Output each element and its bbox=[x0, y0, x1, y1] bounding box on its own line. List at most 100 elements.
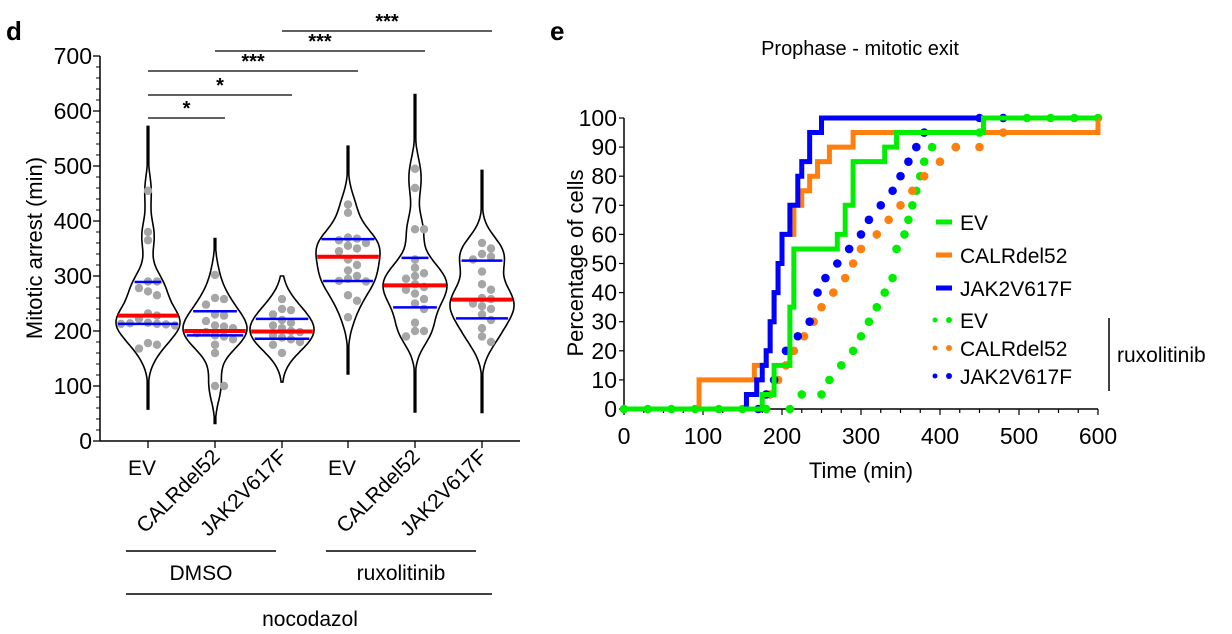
violin-2 bbox=[182, 237, 248, 425]
data-point bbox=[410, 318, 420, 327]
legend-item: CALRdel52 bbox=[932, 338, 1067, 361]
line-chart-y-axis-label: Percentage of cells bbox=[563, 169, 588, 356]
violin-plot-area bbox=[115, 93, 515, 425]
x-tick-label: EV bbox=[328, 457, 356, 480]
dot-point bbox=[864, 215, 874, 225]
data-point bbox=[343, 208, 353, 217]
line-chart-axes: 0 10 20 30 40 50 60 70 80 90 100 0 100 200 300 400 500 60… bbox=[579, 105, 1118, 449]
data-point bbox=[477, 310, 487, 319]
data-point bbox=[152, 340, 162, 349]
y-tick-label: 300 bbox=[54, 263, 92, 289]
dot-point bbox=[817, 390, 826, 399]
dot-point bbox=[912, 142, 921, 152]
violin-outline bbox=[182, 237, 248, 425]
y-tick-label: 70 bbox=[591, 192, 617, 218]
y-tick-label: 500 bbox=[54, 153, 92, 179]
x-tick-label: 300 bbox=[842, 423, 880, 449]
violin-1 bbox=[115, 125, 181, 410]
data-point bbox=[477, 280, 487, 289]
violin-outline bbox=[115, 125, 181, 410]
dot-point bbox=[848, 259, 858, 268]
data-point bbox=[210, 381, 220, 391]
data-point bbox=[419, 304, 429, 314]
dot-point bbox=[856, 331, 866, 341]
y-tick-label: 40 bbox=[591, 280, 617, 306]
data-point bbox=[401, 332, 411, 341]
outer-group-label: nocodazol bbox=[262, 608, 358, 631]
dot-point bbox=[919, 157, 929, 166]
panel-label-d: d bbox=[6, 16, 22, 46]
y-tick-label: 60 bbox=[591, 221, 617, 247]
legend-item: JAK2V617F bbox=[936, 278, 1072, 301]
data-point bbox=[134, 344, 144, 353]
legend-swatch-dot bbox=[932, 345, 938, 351]
data-point bbox=[268, 310, 278, 319]
legend-swatch-dot bbox=[946, 317, 952, 323]
legend-swatch-dot bbox=[932, 317, 938, 323]
dot-point bbox=[856, 244, 866, 254]
data-point bbox=[143, 186, 153, 195]
significance-label: *** bbox=[241, 51, 265, 73]
data-point bbox=[486, 244, 496, 253]
data-point bbox=[410, 255, 420, 264]
data-point bbox=[419, 269, 429, 278]
legend-label: EV bbox=[960, 212, 988, 235]
data-point bbox=[486, 337, 496, 347]
dot-point bbox=[785, 404, 795, 414]
data-point bbox=[419, 225, 429, 234]
legend-item: CALRdel52 bbox=[936, 245, 1067, 268]
step-line bbox=[624, 115, 1098, 412]
violin-outline bbox=[315, 145, 381, 375]
data-point bbox=[352, 260, 362, 270]
dot-point bbox=[872, 302, 882, 312]
violin-y-axis: 0 100 200 300 400 500 600 700 bbox=[54, 43, 520, 454]
group-label: DMSO bbox=[170, 562, 233, 585]
data-point bbox=[268, 340, 278, 349]
legend-label: JAK2V617F bbox=[960, 278, 1072, 301]
dot-point bbox=[836, 361, 846, 370]
dot-point bbox=[825, 375, 834, 385]
dot-point bbox=[904, 215, 913, 225]
data-point bbox=[334, 247, 344, 256]
dot-point bbox=[892, 244, 901, 254]
data-point bbox=[410, 326, 420, 336]
legend-item: JAK2V617F bbox=[932, 366, 1072, 389]
data-point bbox=[477, 267, 487, 276]
legend-label: CALRdel52 bbox=[960, 245, 1067, 268]
data-point bbox=[268, 321, 278, 330]
significance-label: * bbox=[216, 75, 224, 97]
significance-label: * bbox=[183, 98, 191, 120]
dot-point bbox=[975, 142, 984, 152]
significance-bars: *********** bbox=[148, 11, 492, 120]
x-tick-label: 600 bbox=[1079, 423, 1117, 449]
data-point bbox=[352, 296, 362, 305]
y-tick-label: 50 bbox=[591, 251, 617, 277]
data-point bbox=[410, 263, 420, 272]
data-point bbox=[477, 332, 487, 341]
violin-6 bbox=[449, 169, 515, 414]
data-point bbox=[143, 236, 153, 245]
legend-bracket-label: ruxolitinib bbox=[1117, 344, 1206, 367]
legend-label: JAK2V617F bbox=[960, 366, 1072, 389]
dot-point bbox=[935, 157, 945, 166]
dot-point bbox=[900, 230, 909, 239]
data-point bbox=[201, 300, 211, 309]
data-point bbox=[343, 266, 353, 275]
data-point bbox=[477, 249, 487, 259]
data-point bbox=[143, 287, 153, 296]
violin-4 bbox=[315, 145, 381, 375]
legend-item: EV bbox=[932, 310, 988, 333]
y-tick-label: 600 bbox=[54, 98, 92, 124]
data-point bbox=[410, 183, 420, 193]
data-point bbox=[352, 244, 362, 253]
dot-point bbox=[821, 273, 830, 283]
dot-point bbox=[951, 142, 961, 152]
legend-swatch-dot bbox=[946, 373, 952, 379]
data-point bbox=[361, 238, 371, 248]
data-point bbox=[210, 340, 220, 349]
data-point bbox=[277, 304, 287, 314]
line-chart-series bbox=[619, 113, 1103, 414]
y-tick-label: 700 bbox=[54, 43, 92, 69]
